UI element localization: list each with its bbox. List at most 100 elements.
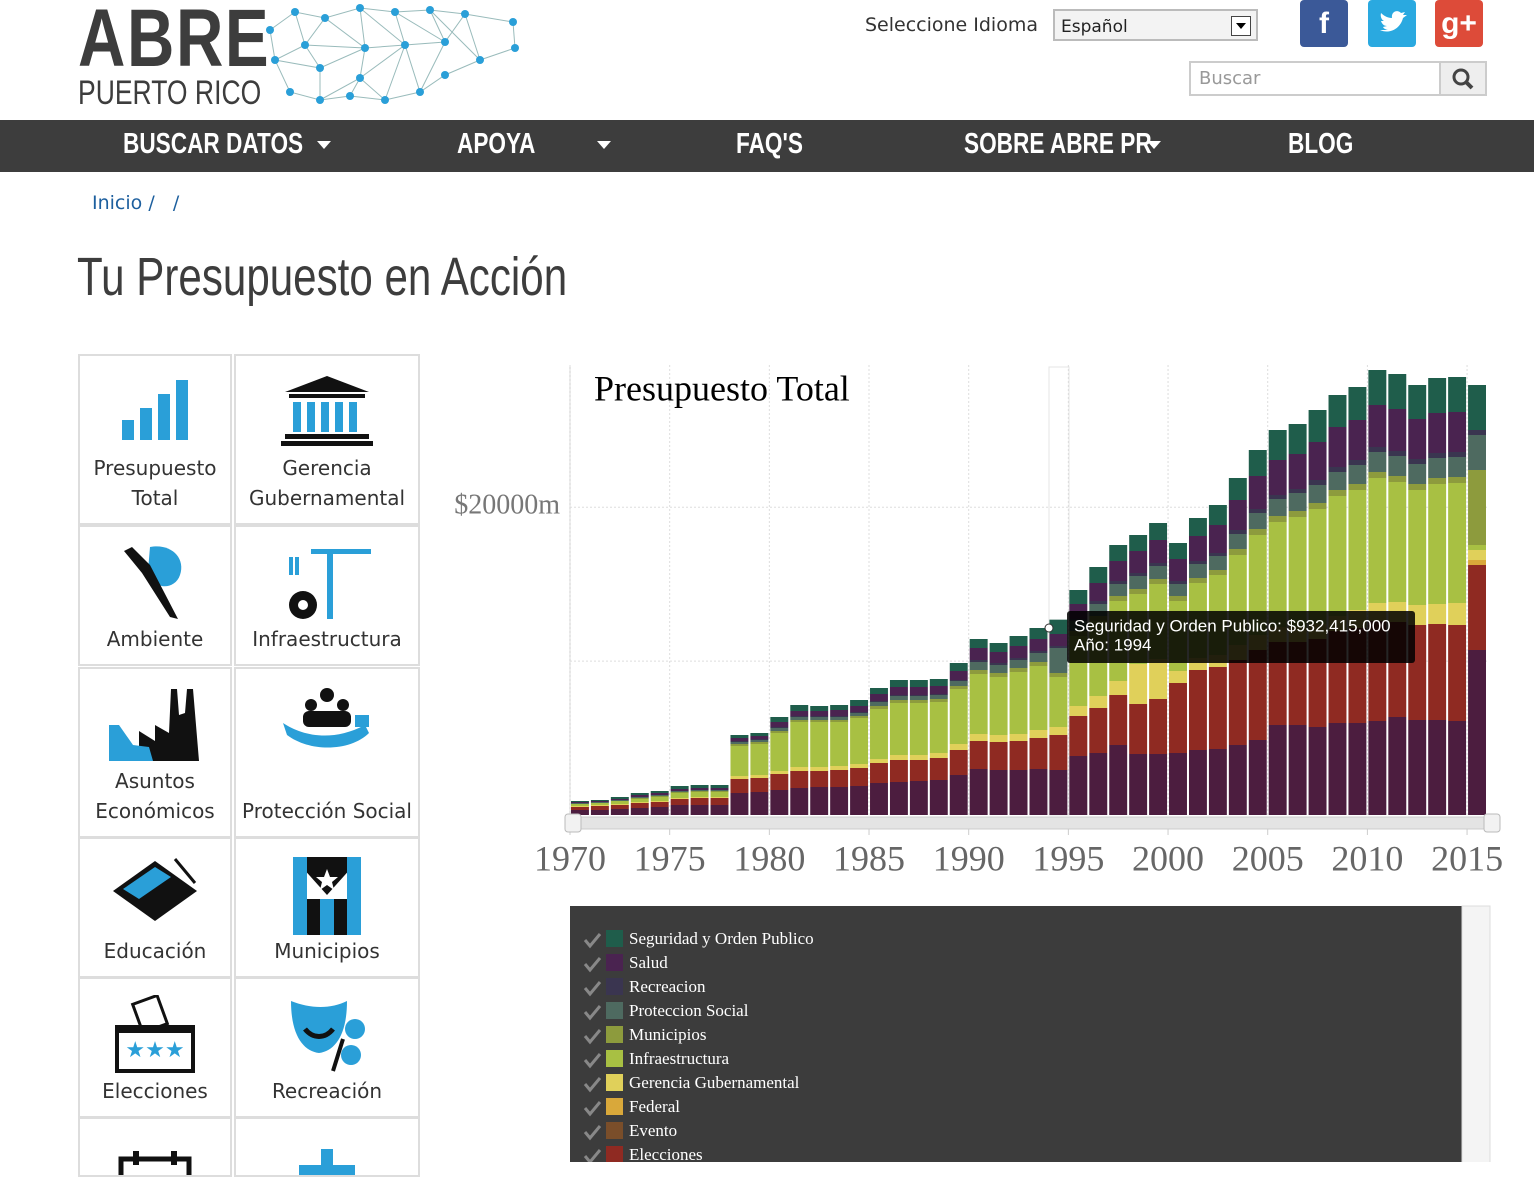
search-box[interactable]: Buscar bbox=[1189, 61, 1487, 96]
bar-segment bbox=[1149, 540, 1168, 563]
language-select[interactable]: Español bbox=[1053, 9, 1258, 41]
bar-segment bbox=[1408, 484, 1427, 490]
bar-segment bbox=[1328, 427, 1347, 467]
bar-segment bbox=[1169, 584, 1187, 596]
legend-label: Gerencia Gubernamental bbox=[629, 1073, 800, 1092]
bar-segment bbox=[1009, 636, 1028, 646]
legend-label: Evento bbox=[629, 1121, 677, 1140]
bar-segment bbox=[870, 688, 888, 694]
bar-segment bbox=[969, 648, 988, 660]
bar-segment bbox=[730, 793, 749, 815]
bar-segment bbox=[1288, 493, 1307, 511]
x-tick-label: 1985 bbox=[833, 838, 905, 878]
bar-segment bbox=[1009, 734, 1028, 741]
google-button[interactable]: g+ bbox=[1435, 0, 1483, 47]
search-placeholder: Buscar bbox=[1199, 68, 1261, 89]
bar-segment bbox=[1009, 672, 1028, 734]
category-tile[interactable]: Recreación bbox=[234, 977, 420, 1118]
bar-segment bbox=[1009, 741, 1028, 770]
nav-item[interactable]: BLOG bbox=[1288, 128, 1354, 160]
bar-segment bbox=[1129, 754, 1148, 815]
bar-segment bbox=[770, 731, 789, 733]
bar-segment bbox=[1408, 720, 1427, 815]
search-button[interactable] bbox=[1439, 63, 1485, 94]
bar-segment bbox=[850, 712, 869, 713]
logo-subtitle[interactable]: PUERTO RICO bbox=[78, 74, 262, 112]
bar-segment bbox=[1009, 770, 1028, 815]
bar-segment bbox=[1009, 646, 1028, 658]
bar-segment bbox=[730, 741, 749, 742]
bar-segment bbox=[1448, 412, 1467, 452]
bar-segment bbox=[750, 744, 769, 775]
bar-segment bbox=[571, 803, 589, 804]
bar-segment bbox=[929, 702, 948, 753]
bar-segment bbox=[1029, 666, 1048, 730]
category-tile[interactable]: Municipios bbox=[234, 837, 420, 978]
category-tile[interactable]: Ambiente bbox=[78, 525, 232, 666]
legend-check bbox=[583, 1005, 602, 1021]
bar-segment bbox=[1089, 708, 1108, 753]
bar-segment bbox=[929, 695, 948, 699]
bar-segment bbox=[909, 760, 928, 781]
legend-swatch bbox=[606, 954, 623, 971]
bar-segment bbox=[670, 789, 689, 791]
bar-segment bbox=[1049, 634, 1068, 646]
legend-scrollbar[interactable] bbox=[1461, 905, 1491, 1162]
category-tile[interactable]: Infraestructura bbox=[234, 525, 420, 666]
bar-segment bbox=[830, 766, 849, 770]
bar-segment bbox=[750, 742, 769, 744]
bar-segment bbox=[1468, 435, 1486, 470]
bar-segment bbox=[870, 694, 888, 701]
legend-check bbox=[583, 1077, 602, 1093]
logo-network bbox=[266, 4, 519, 104]
bar-segment bbox=[1208, 667, 1227, 749]
bar-segment bbox=[710, 798, 729, 805]
bar-segment bbox=[571, 802, 589, 803]
bar-segment bbox=[850, 786, 869, 815]
bar-segment bbox=[1468, 545, 1486, 550]
nav-item[interactable]: APOYA bbox=[457, 128, 536, 160]
bar-segment bbox=[969, 769, 988, 815]
tooltip-box bbox=[1067, 611, 1415, 663]
logo-title[interactable]: ABRE bbox=[78, 0, 271, 84]
nav-item[interactable]: FAQ'S bbox=[736, 128, 803, 160]
legend-label: Elecciones bbox=[629, 1145, 703, 1162]
page-title: Tu Presupuesto en Acción bbox=[77, 247, 568, 307]
bar-segment bbox=[830, 710, 849, 716]
bar-segment bbox=[870, 701, 888, 702]
bar-segment bbox=[690, 785, 709, 788]
legend-swatch bbox=[606, 1146, 623, 1162]
bar-segment bbox=[710, 797, 729, 798]
category-tile[interactable]: ★★★ Elecciones bbox=[78, 977, 232, 1118]
breadcrumb-home[interactable]: Inicio bbox=[92, 192, 143, 214]
bar-segment bbox=[989, 673, 1008, 677]
bar-segment bbox=[850, 700, 869, 706]
nav-item[interactable]: SOBRE ABRE PR bbox=[964, 128, 1152, 160]
legend-swatch bbox=[606, 1050, 623, 1067]
bar-segment bbox=[670, 805, 689, 815]
category-tile[interactable]: Gerencia Gubernamental bbox=[234, 354, 420, 525]
bar-segment bbox=[750, 739, 769, 740]
bar-segment bbox=[590, 806, 609, 810]
icon bbox=[291, 1001, 365, 1072]
category-tile[interactable]: Presupuesto Total bbox=[78, 354, 232, 525]
bar-segment bbox=[1428, 720, 1447, 815]
nav-item[interactable]: BUSCAR DATOS bbox=[123, 128, 304, 160]
bar-segment bbox=[1149, 754, 1168, 815]
bar-segment bbox=[1129, 704, 1148, 754]
facebook-button[interactable]: f bbox=[1300, 0, 1348, 47]
bar-segment bbox=[1468, 385, 1486, 430]
legend-swatch bbox=[606, 1002, 623, 1019]
bar-segment bbox=[610, 804, 629, 805]
twitter-button[interactable] bbox=[1368, 0, 1416, 47]
bar-segment bbox=[969, 660, 988, 662]
bar-segment bbox=[650, 795, 669, 796]
bar-segment bbox=[889, 680, 908, 687]
bar-segment bbox=[1248, 650, 1267, 740]
chart-title: Presupuesto Total bbox=[594, 368, 850, 408]
bar-segment bbox=[1388, 409, 1407, 451]
category-tile[interactable]: Protección Social bbox=[234, 667, 420, 838]
bar-segment bbox=[1029, 662, 1048, 666]
category-tile[interactable]: Educación bbox=[78, 837, 232, 978]
